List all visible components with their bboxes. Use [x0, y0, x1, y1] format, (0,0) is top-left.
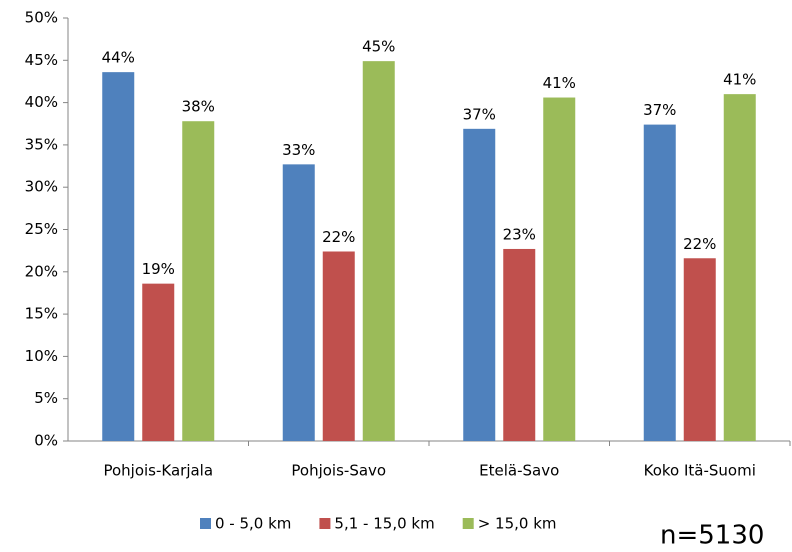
value-label: 22% [322, 228, 355, 246]
legend-label: > 15,0 km [478, 515, 557, 533]
y-tick-label: 35% [25, 135, 58, 153]
y-tick-label: 20% [25, 262, 58, 280]
bar [282, 164, 315, 441]
y-tick-label: 40% [25, 93, 58, 111]
x-tick-label: Pohjois-Karjala [103, 462, 213, 480]
bar [683, 258, 716, 441]
value-label: 44% [102, 49, 135, 67]
value-label: 41% [543, 74, 576, 92]
y-tick-label: 5% [34, 389, 58, 407]
bar [102, 72, 135, 442]
value-label: 38% [182, 98, 215, 116]
value-label: 37% [463, 105, 496, 123]
value-label: 19% [142, 260, 175, 278]
value-label: 37% [643, 101, 676, 119]
y-tick-label: 50% [25, 9, 58, 27]
value-label: 33% [282, 141, 315, 159]
bar [142, 283, 175, 441]
bar [643, 124, 676, 441]
bar [322, 251, 355, 441]
value-label: 22% [683, 235, 716, 253]
y-tick-label: 25% [25, 220, 58, 238]
value-label: 41% [723, 71, 756, 89]
y-tick-label: 0% [34, 432, 58, 450]
bar [543, 97, 576, 442]
y-tick-label: 15% [25, 305, 58, 323]
value-label: 23% [503, 225, 536, 243]
bar [362, 61, 395, 442]
bar [463, 128, 496, 442]
legend-label: 5,1 - 15,0 km [334, 515, 434, 533]
legend-swatch [200, 518, 211, 529]
legend-label: 0 - 5,0 km [215, 515, 291, 533]
y-tick-label: 30% [25, 178, 58, 196]
bar [503, 248, 536, 441]
x-tick-label: Pohjois-Savo [291, 462, 386, 480]
annotation: n=5130 [660, 521, 764, 551]
legend-swatch [319, 518, 331, 529]
value-label: 45% [362, 38, 395, 56]
y-tick-label: 10% [25, 347, 58, 365]
x-tick-label: Etelä-Savo [479, 462, 559, 480]
legend-swatch [462, 518, 474, 529]
x-tick-label: Koko Itä-Suomi [644, 462, 756, 480]
y-tick-label: 45% [25, 51, 58, 69]
bar [723, 94, 756, 441]
bar [182, 121, 215, 441]
